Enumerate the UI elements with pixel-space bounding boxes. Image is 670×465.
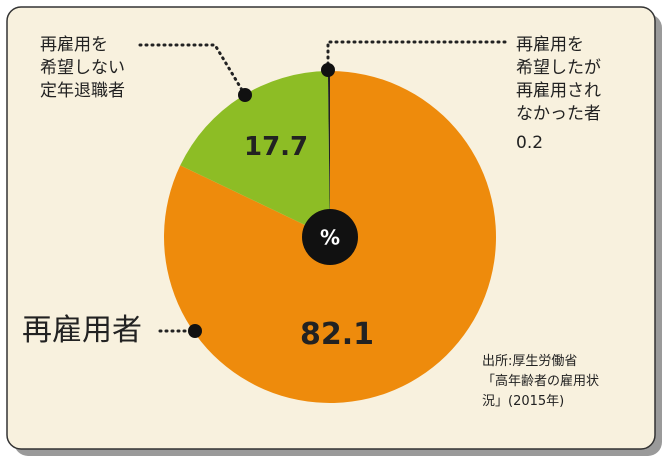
leader-line xyxy=(326,40,507,72)
value-label: 82.1 xyxy=(300,317,375,352)
value-label: 0.2 xyxy=(516,133,544,153)
pie-slice xyxy=(180,71,330,237)
center-circle xyxy=(302,209,358,265)
category-label: 再雇用を 希望したが 再雇用され なかった者 xyxy=(516,35,601,124)
leader-line xyxy=(138,43,247,97)
source: 出所:厚生労働省 「高年齢者の雇用状 況」(2015年) xyxy=(482,354,600,409)
center-label: % xyxy=(320,226,340,250)
pie-slice xyxy=(327,71,330,237)
category-label: 再雇用を 希望しない 定年退職者 xyxy=(40,35,125,101)
value-label: 17.7 xyxy=(244,132,309,162)
leader-dot xyxy=(188,324,202,338)
leader-dot xyxy=(321,63,335,77)
category-label: 再雇用者 xyxy=(22,313,142,348)
leader-dot xyxy=(238,88,252,102)
